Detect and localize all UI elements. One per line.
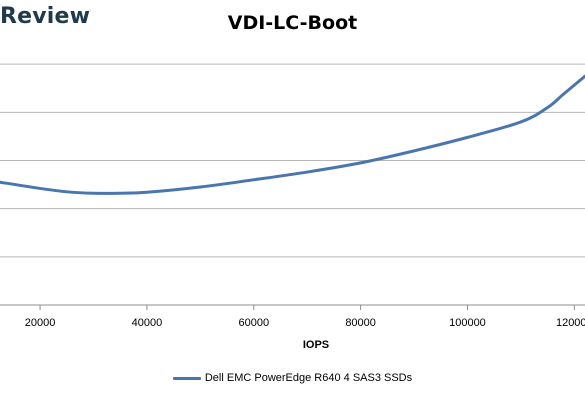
x-axis: 20000 40000 60000 80000 100000 120000 (0, 304, 585, 329)
gridlines (0, 63, 585, 258)
x-tick-label: 100000 (449, 317, 486, 329)
series-line (0, 74, 585, 195)
x-tick-label: 20000 (25, 317, 56, 329)
x-tick-label: 60000 (238, 317, 269, 329)
x-tick-label: 40000 (132, 317, 163, 329)
legend-swatch (172, 376, 201, 380)
x-tick-label: 120000 (556, 317, 585, 329)
series-layer (0, 74, 585, 195)
legend-label: Dell EMC PowerEdge R640 4 SAS3 SSDs (204, 372, 413, 384)
legend: Dell EMC PowerEdge R640 4 SAS3 SSDs (0, 372, 585, 384)
x-tick-label: 80000 (345, 317, 376, 329)
x-axis-label: IOPS (303, 339, 329, 351)
watermark-logo: Review (0, 4, 91, 29)
chart-title: VDI-LC-Boot (227, 12, 358, 34)
